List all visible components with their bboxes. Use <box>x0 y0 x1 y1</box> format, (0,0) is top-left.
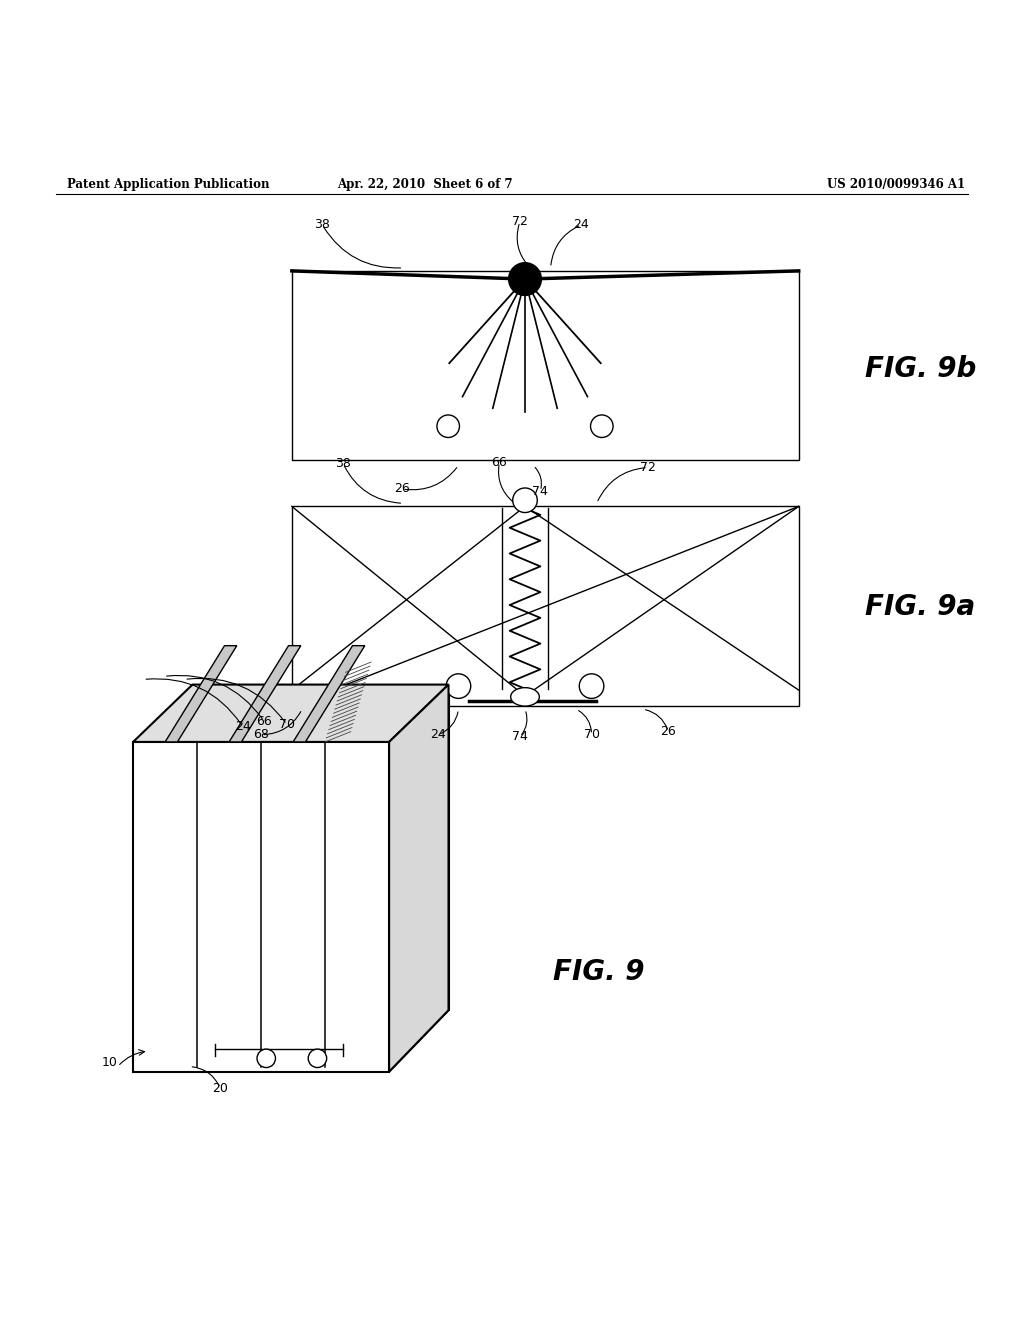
Text: 24: 24 <box>573 218 589 231</box>
Polygon shape <box>389 685 449 1072</box>
Text: 24: 24 <box>430 729 445 742</box>
Text: 74: 74 <box>512 730 527 743</box>
Circle shape <box>437 414 460 437</box>
Text: Patent Application Publication: Patent Application Publication <box>67 178 269 191</box>
Polygon shape <box>133 742 389 1072</box>
Ellipse shape <box>511 688 540 706</box>
Circle shape <box>580 673 604 698</box>
Text: 26: 26 <box>394 483 410 495</box>
Circle shape <box>257 1049 275 1068</box>
Text: 38: 38 <box>335 457 351 470</box>
Text: 70: 70 <box>279 718 295 731</box>
Text: 20: 20 <box>212 1081 228 1094</box>
Text: US 2010/0099346 A1: US 2010/0099346 A1 <box>827 178 965 191</box>
Circle shape <box>446 673 471 698</box>
Circle shape <box>308 1049 327 1068</box>
Polygon shape <box>293 645 365 742</box>
Circle shape <box>591 414 613 437</box>
Text: 66: 66 <box>256 715 272 727</box>
Text: FIG. 9: FIG. 9 <box>553 958 644 986</box>
Text: 24: 24 <box>234 721 251 733</box>
Circle shape <box>509 263 542 296</box>
Text: FIG. 9a: FIG. 9a <box>865 593 976 620</box>
Polygon shape <box>229 645 301 742</box>
Text: Apr. 22, 2010  Sheet 6 of 7: Apr. 22, 2010 Sheet 6 of 7 <box>337 178 513 191</box>
Text: 38: 38 <box>314 218 330 231</box>
Text: 74: 74 <box>532 484 548 498</box>
Text: 10: 10 <box>101 1056 118 1069</box>
Text: 66: 66 <box>492 455 507 469</box>
Text: 26: 26 <box>660 725 676 738</box>
Bar <box>292 507 799 706</box>
Bar <box>292 271 799 461</box>
Circle shape <box>513 488 538 512</box>
Text: 72: 72 <box>640 461 655 474</box>
Text: 68: 68 <box>253 729 269 742</box>
Text: 72: 72 <box>512 215 527 228</box>
Polygon shape <box>165 645 237 742</box>
Polygon shape <box>133 685 449 742</box>
Text: 70: 70 <box>584 729 600 742</box>
Text: FIG. 9b: FIG. 9b <box>865 355 977 383</box>
